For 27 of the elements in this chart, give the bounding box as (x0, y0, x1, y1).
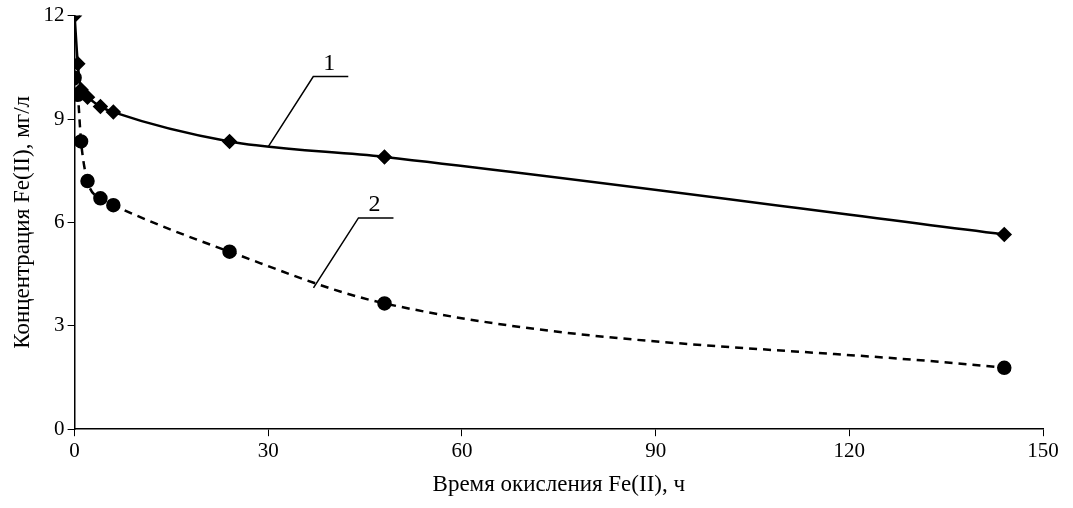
y-tick-label: 0 (54, 415, 65, 440)
point (377, 149, 392, 165)
y-tick-label: 6 (54, 208, 65, 233)
point (80, 90, 95, 105)
x-tick-label: 150 (1027, 438, 1059, 463)
y-tick-label: 9 (54, 105, 65, 130)
point (377, 296, 392, 311)
x-axis-title: Время окисления Fe(II), ч (432, 471, 686, 497)
point (997, 360, 1012, 376)
x-tick-label: 30 (257, 438, 279, 463)
x-tick-label: 90 (645, 438, 667, 463)
point (106, 104, 121, 120)
y-tick-label: 3 (54, 312, 65, 337)
annotation: 1 (323, 48, 336, 75)
point (93, 99, 108, 114)
point (997, 227, 1012, 242)
x-tick-label: 60 (451, 438, 473, 463)
annotation: 2 (368, 190, 381, 217)
y-tick-label: 12 (43, 2, 65, 27)
point (222, 134, 237, 149)
y-axis-title: Концентрация Fe(II), мг/л (8, 95, 34, 349)
point (80, 173, 95, 189)
point (74, 134, 89, 149)
x-tick-label: 120 (833, 438, 866, 463)
point (93, 191, 108, 206)
point (106, 197, 121, 213)
point (222, 244, 237, 259)
